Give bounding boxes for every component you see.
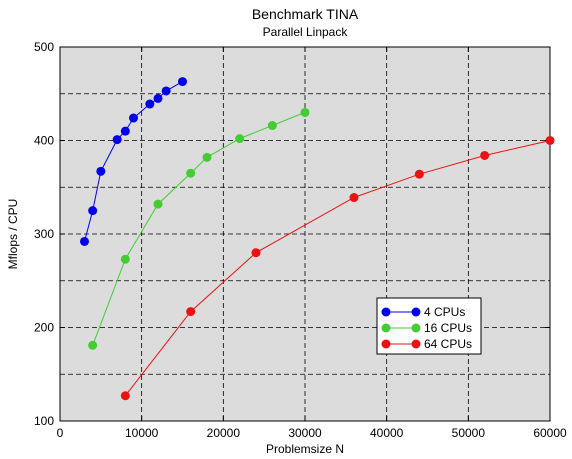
- series-line: [92, 111, 306, 346]
- legend-item: 16 CPUs: [381, 321, 472, 335]
- legend-marker: [411, 323, 421, 333]
- x-tick-label: 60000: [533, 426, 567, 440]
- data-point: [186, 168, 196, 178]
- data-point: [145, 99, 155, 109]
- y-tick-label: 500: [34, 40, 54, 54]
- legend-item: 64 CPUs: [381, 337, 472, 351]
- axis-ticks: 0 10000 20000 30000 40000 50000 60000 100 200 300…: [34, 40, 567, 440]
- legend-label: 64 CPUs: [424, 337, 472, 351]
- data-point: [120, 391, 130, 401]
- data-point: [202, 152, 212, 162]
- chart-subtitle: Parallel Linpack: [263, 25, 349, 39]
- y-tick-label: 100: [34, 414, 54, 428]
- data-point: [153, 199, 163, 209]
- legend-item: 4 CPUs: [381, 305, 465, 319]
- data-point: [161, 86, 171, 96]
- x-tick-label: 0: [57, 426, 64, 440]
- data-point: [88, 206, 98, 216]
- data-point: [235, 134, 245, 144]
- legend-label: 16 CPUs: [424, 321, 472, 335]
- legend: 4 CPUs 16 CPUs 64 CPUs: [376, 297, 482, 355]
- x-axis-label: Problemsize N: [266, 442, 344, 456]
- data-point: [120, 126, 130, 136]
- series-group: [80, 77, 555, 401]
- series-1: [80, 77, 187, 246]
- data-point: [186, 307, 196, 317]
- data-point: [153, 93, 163, 103]
- data-point: [251, 248, 261, 258]
- x-tick-label: 40000: [370, 426, 404, 440]
- data-point: [178, 77, 187, 87]
- data-point: [267, 121, 277, 131]
- series-3: [120, 136, 555, 401]
- legend-box: [376, 297, 482, 355]
- data-point: [120, 254, 130, 264]
- legend-marker: [411, 339, 421, 349]
- x-tick-label: 20000: [207, 426, 241, 440]
- data-point: [300, 107, 310, 117]
- x-tick-label: 10000: [125, 426, 159, 440]
- data-point: [112, 135, 122, 145]
- chart-title: Benchmark TINA: [252, 6, 359, 22]
- data-point: [88, 340, 98, 350]
- data-point: [480, 150, 490, 160]
- data-point: [545, 136, 555, 145]
- series-line: [84, 81, 183, 242]
- data-point: [414, 169, 424, 179]
- legend-marker: [381, 339, 391, 349]
- y-tick-label: 300: [34, 227, 54, 241]
- x-tick-label: 50000: [452, 426, 486, 440]
- legend-marker: [381, 323, 391, 333]
- grid-lines: [60, 47, 550, 421]
- legend-marker: [411, 307, 421, 317]
- legend-label: 4 CPUs: [424, 305, 465, 319]
- data-point: [96, 166, 106, 176]
- data-point: [80, 236, 89, 246]
- x-tick-label: 30000: [288, 426, 322, 440]
- y-tick-label: 400: [34, 134, 54, 148]
- data-point: [349, 193, 359, 203]
- y-axis-label: Mflops / CPU: [6, 199, 20, 270]
- legend-marker: [381, 307, 391, 317]
- data-point: [129, 113, 138, 123]
- series-2: [88, 107, 310, 350]
- y-tick-label: 200: [34, 321, 54, 335]
